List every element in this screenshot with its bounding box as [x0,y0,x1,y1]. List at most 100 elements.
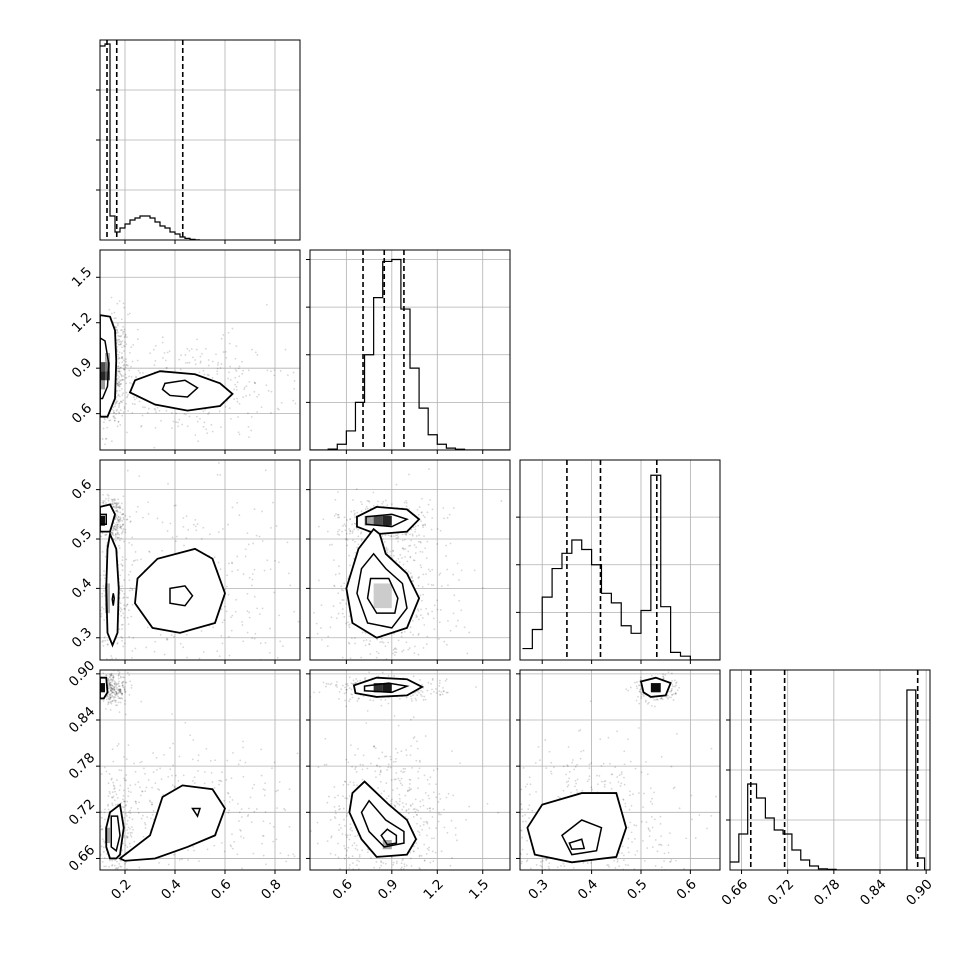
sample-point [320,638,323,641]
sample-point [163,351,166,354]
sample-point [398,793,401,796]
sample-point [230,629,233,632]
sample-point [126,616,129,619]
sample-point [338,690,341,693]
sample-point [288,788,291,791]
sample-point [670,689,673,692]
sample-point [287,572,290,575]
sample-point [329,626,332,629]
sample-point [129,809,132,812]
sample-point [358,856,361,858]
sample-point [133,840,136,843]
histogram-panel-3 [516,459,721,664]
sample-point [109,683,112,686]
sample-point [678,686,681,689]
sample-point [411,580,414,583]
sample-point [109,419,112,422]
sample-point [121,681,123,684]
sample-point [415,808,418,811]
sample-point [444,680,447,682]
sample-point [454,827,457,829]
sample-point [390,668,392,670]
sample-point [638,680,641,683]
sample-point [101,838,104,841]
sample-point [117,394,120,397]
sample-point [113,788,116,790]
sample-point [277,789,279,792]
sample-point [420,566,423,569]
sample-point [229,844,232,847]
sample-point [639,684,641,687]
sample-point [169,768,172,771]
sample-point [387,766,390,769]
sample-point [115,521,118,524]
sample-point [368,500,371,503]
sample-point [118,671,121,674]
sample-point [93,407,95,409]
sample-point [362,695,365,698]
sample-point [390,779,393,781]
sample-point [248,380,251,383]
sample-point [111,679,114,682]
sample-point [449,542,452,545]
sample-point [120,352,123,355]
sample-point [119,701,122,704]
sample-point [110,684,113,687]
sample-point [421,551,424,553]
sample-point [89,906,91,908]
sample-point [334,684,337,687]
sample-point [117,370,120,373]
sample-point [130,365,132,368]
sample-point [379,765,381,768]
panel-frame [309,249,511,451]
sample-point [425,820,428,823]
sample-point [429,570,431,573]
sample-point [273,374,276,377]
sample-point [126,836,129,839]
sample-point [403,630,406,633]
sample-point [121,697,124,700]
sample-point [387,674,390,677]
sample-point [407,790,409,793]
sample-point [667,694,669,697]
sample-point [421,676,423,678]
sample-point [240,835,242,838]
sample-point [118,367,121,370]
sample-point [130,836,133,838]
sample-point [113,505,116,508]
sample-point [102,574,105,576]
sample-point [124,335,127,338]
sample-point [405,534,408,536]
sample-point [208,411,210,414]
sample-point [108,859,111,862]
sample-point [351,532,354,534]
sample-point [104,594,106,597]
sample-point [101,595,104,598]
sample-point [110,778,113,781]
sample-point [202,369,205,372]
sample-point [135,802,138,805]
sample-point [115,389,118,392]
density-cell [382,683,392,693]
sample-point [100,615,103,618]
sample-point [203,373,206,376]
sample-point [240,941,242,943]
sample-point [427,568,430,571]
sample-point [211,360,214,363]
sample-point [123,363,126,366]
sample-point [196,338,198,341]
sample-point [96,371,98,373]
sample-point [227,562,230,565]
sample-point [401,557,403,559]
sample-point [202,526,205,529]
sample-point [118,381,120,384]
sample-point [425,853,428,855]
sample-point [129,570,132,573]
sample-point [418,506,421,508]
sample-point [122,516,125,519]
sample-point [117,502,120,504]
sample-point [195,529,198,532]
sample-point [354,754,357,756]
sample-point [118,914,120,916]
sample-point [351,530,354,533]
